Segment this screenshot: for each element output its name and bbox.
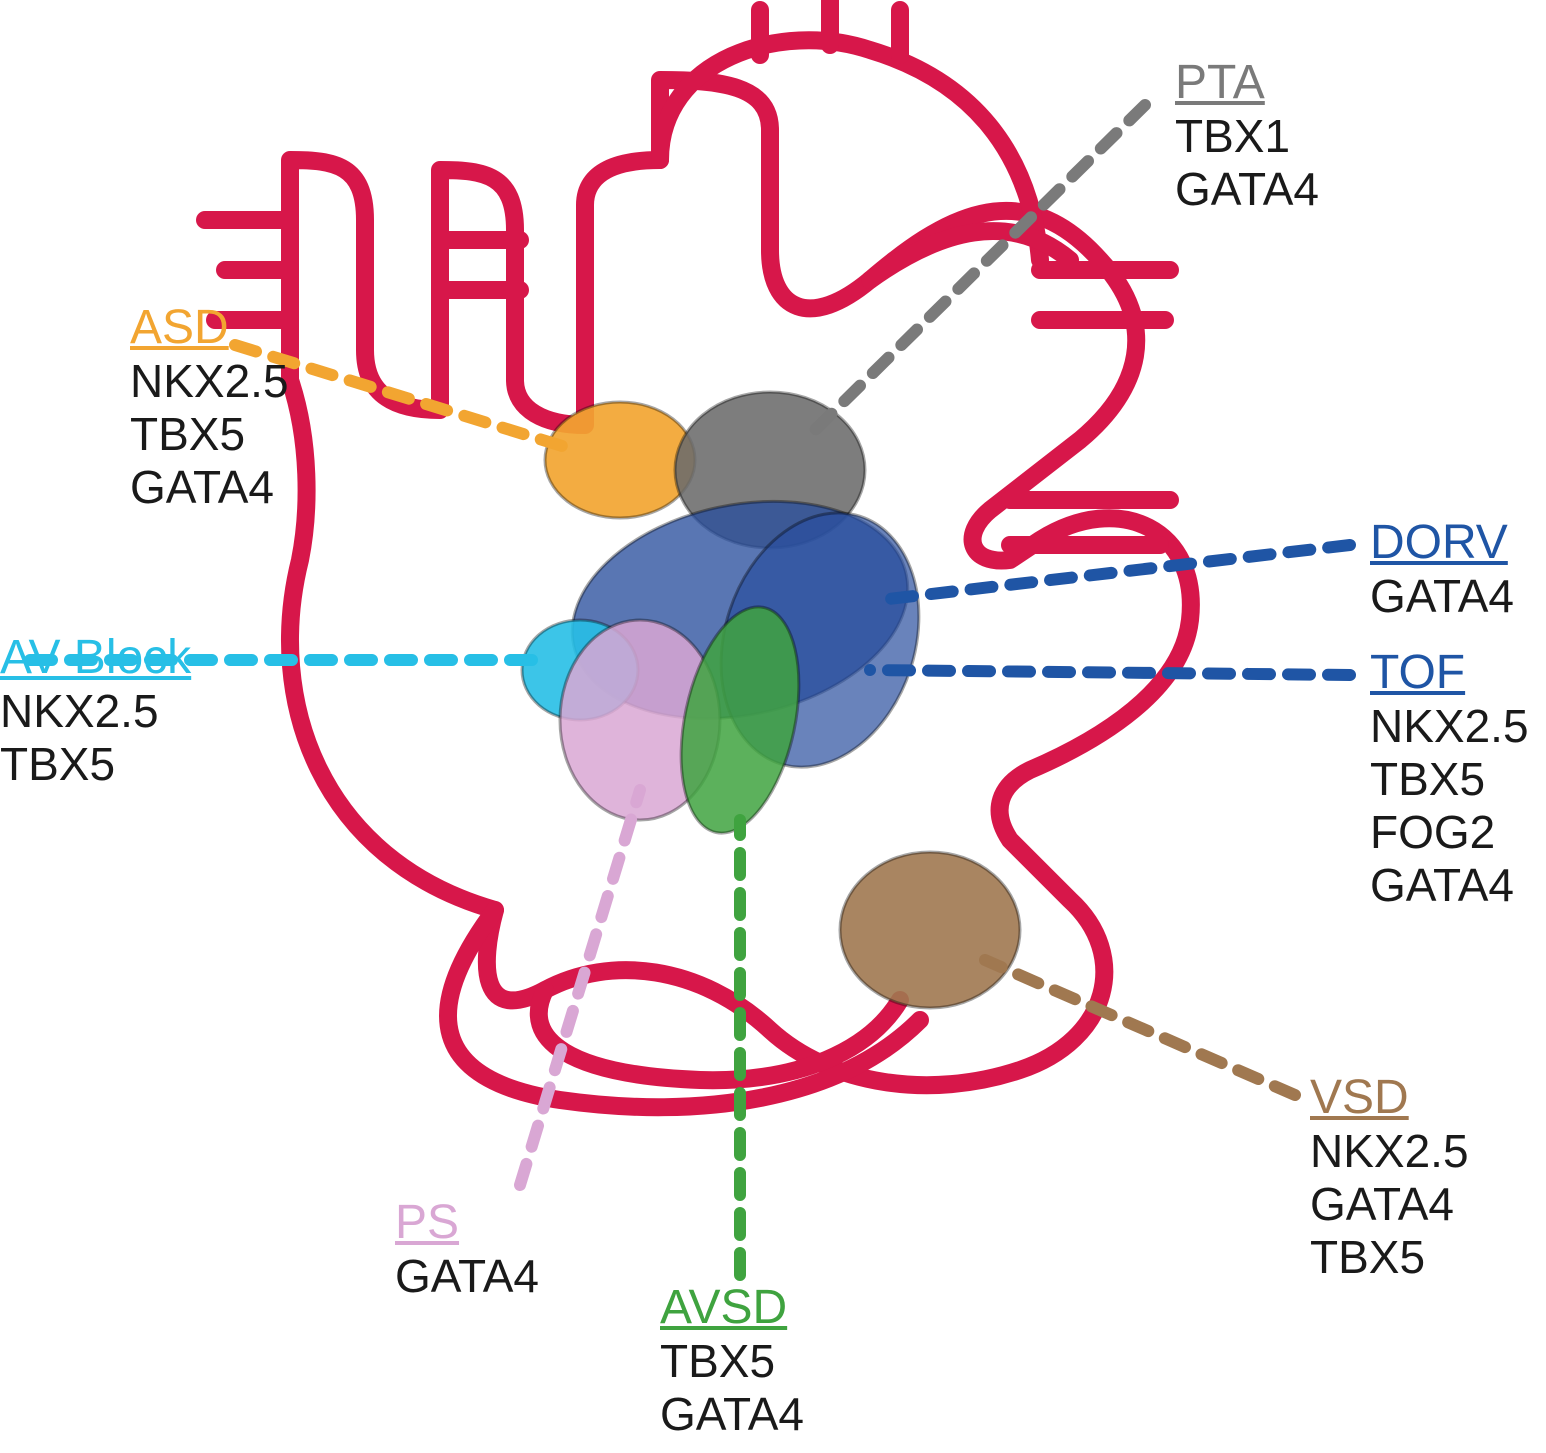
label-tof: TOF NKX2.5 TBX5 FOG2 GATA4 [1370, 645, 1529, 912]
gene-item: NKX2.5 [1310, 1125, 1469, 1178]
gene-item: NKX2.5 [0, 685, 191, 738]
label-dorv-title: DORV [1370, 515, 1514, 570]
label-dorv: DORV GATA4 [1370, 515, 1514, 623]
gene-item: GATA4 [660, 1388, 804, 1441]
gene-item: TBX5 [1310, 1231, 1469, 1284]
label-avsd-title: AVSD [660, 1280, 804, 1335]
label-tof-title: TOF [1370, 645, 1529, 700]
gene-item: GATA4 [1310, 1178, 1469, 1231]
gene-item: TBX1 [1175, 110, 1319, 163]
diagram-stage: ASD NKX2.5 TBX5 GATA4 AV Block NKX2.5 TB… [0, 0, 1546, 1453]
label-vsd: VSD NKX2.5 GATA4 TBX5 [1310, 1070, 1469, 1284]
label-av-block: AV Block NKX2.5 TBX5 [0, 630, 191, 791]
gene-item: NKX2.5 [1370, 700, 1529, 753]
label-asd: ASD NKX2.5 TBX5 GATA4 [130, 300, 289, 514]
label-pta-title: PTA [1175, 55, 1319, 110]
label-avsd: AVSD TBX5 GATA4 [660, 1280, 804, 1441]
gene-item: GATA4 [395, 1250, 539, 1303]
gene-item: TBX5 [1370, 753, 1529, 806]
label-ps: PS GATA4 [395, 1195, 539, 1303]
gene-item: GATA4 [1370, 570, 1514, 623]
gene-item: GATA4 [130, 461, 289, 514]
gene-item: FOG2 [1370, 806, 1529, 859]
gene-item: GATA4 [1370, 859, 1529, 912]
label-pta: PTA TBX1 GATA4 [1175, 55, 1319, 216]
gene-item: TBX5 [130, 408, 289, 461]
label-ps-title: PS [395, 1195, 539, 1250]
gene-item: GATA4 [1175, 163, 1319, 216]
label-av-block-title: AV Block [0, 630, 191, 685]
label-vsd-title: VSD [1310, 1070, 1469, 1125]
label-asd-title: ASD [130, 300, 289, 355]
gene-item: TBX5 [0, 738, 191, 791]
gene-item: TBX5 [660, 1335, 804, 1388]
gene-item: NKX2.5 [130, 355, 289, 408]
